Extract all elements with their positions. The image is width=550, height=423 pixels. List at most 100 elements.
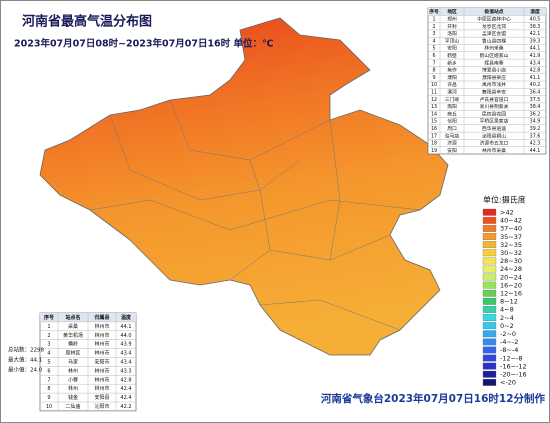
table-cell: 5 xyxy=(432,46,435,52)
table-cell: 8 xyxy=(432,68,435,74)
legend-swatch xyxy=(482,225,497,232)
table-cell: 42.8 xyxy=(530,68,541,74)
table-header: 温度 xyxy=(530,8,540,15)
table-cell: 濮阳县梁庄 xyxy=(482,74,506,81)
legend-label: 32~35 xyxy=(500,241,522,249)
table-cell: 中原区森林中心 xyxy=(477,15,511,22)
table-cell: 42.3 xyxy=(530,141,541,147)
table-cell: 15 xyxy=(431,119,437,125)
legend-swatch xyxy=(482,273,497,281)
table-header: 序号 xyxy=(43,314,54,321)
table-cell: 43.4 xyxy=(120,351,131,357)
table-cell: 39.3 xyxy=(530,38,541,44)
legend-label: 8~12 xyxy=(500,298,518,306)
table-cell: 11 xyxy=(431,89,437,95)
table-cell: 二仙庙 xyxy=(65,403,80,410)
table-cell: 4 xyxy=(432,38,435,44)
table-cell: 40.5 xyxy=(530,16,541,22)
legend-swatch xyxy=(482,330,497,338)
table-cell: 许昌 xyxy=(447,81,457,88)
table-cell: 周口 xyxy=(447,126,457,132)
table-cell: 驻马店 xyxy=(445,132,460,139)
bottom-table: 序号 站点名 归属县 温度1 采桑 林州市 44.12 黄华机场 林州市 44.03 横岭 林州市 43… xyxy=(39,312,137,412)
legend-label: 28~30 xyxy=(500,257,522,265)
table-cell: 林州市 xyxy=(94,341,109,348)
table-cell: 卢氏县官道口 xyxy=(480,96,509,103)
legend-label: <-20 xyxy=(500,379,516,387)
top-table: 序号 地区 极值站点 温度 1 郑州 中原区森林中心 40.5 2 开封 龙亭区北郊 38.3 3 洛阳 孟… xyxy=(427,7,547,155)
legend-label: -16~-12 xyxy=(500,362,527,370)
table-cell: 禹州市浅井 xyxy=(482,81,506,88)
table-header: 极值站点 xyxy=(484,8,503,15)
table-cell: 9 xyxy=(432,75,435,81)
table-cell: 41.1 xyxy=(530,75,541,81)
legend-label: -20~-16 xyxy=(500,371,527,379)
table-cell: 7 xyxy=(432,60,435,66)
table-cell: 9 xyxy=(47,395,50,401)
table-cell: 小寨 xyxy=(68,376,78,383)
table-cell: 舞阳县辛安 xyxy=(482,88,506,95)
legend-swatch xyxy=(482,346,497,354)
table-cell: 安阳县 xyxy=(94,394,109,401)
table-cell: 37.5 xyxy=(530,97,541,103)
table-cell: 林州市 xyxy=(94,350,109,357)
table-cell: 林州采桑 xyxy=(484,45,503,52)
table-cell: 8 xyxy=(47,386,50,392)
table-cell: 13 xyxy=(431,104,437,110)
legend: 单位:摄氏度>4240~4237~4035~3732~3530~3228~302… xyxy=(482,195,527,387)
table-cell: 林州市 xyxy=(94,385,109,392)
legend-swatch xyxy=(482,338,497,346)
subtitle: 2023年07月07日08时~2023年07月07日16时 单位：℃ xyxy=(14,38,273,50)
table-cell: 林州市 xyxy=(94,376,109,383)
table-cell: 济源 xyxy=(447,140,457,147)
table-cell: 鹤山区姬家山 xyxy=(480,52,509,59)
table-cell: 信阳 xyxy=(447,118,457,125)
table-cell: 39.2 xyxy=(530,126,541,132)
legend-label: 12~16 xyxy=(500,290,522,298)
legend-swatch xyxy=(482,241,497,249)
legend-swatch xyxy=(482,362,497,370)
legend-swatch xyxy=(482,265,497,273)
table-cell: 42.8 xyxy=(120,377,131,383)
table-cell: 3 xyxy=(432,31,435,37)
table-header: 归属县 xyxy=(94,314,109,321)
legend-label: 16~20 xyxy=(500,281,522,289)
table-cell: 42.2 xyxy=(120,404,131,410)
table-cell: 平顶山 xyxy=(445,37,460,44)
table-cell: 平桥区吴家店 xyxy=(480,118,509,125)
table-cell: 淅川县荆紫关 xyxy=(480,103,509,110)
legend-swatch xyxy=(482,354,497,362)
legend-label: >42 xyxy=(500,209,514,217)
legend-swatch xyxy=(482,378,497,386)
table-cell: 44.1 xyxy=(530,46,541,52)
table-header: 地区 xyxy=(447,8,457,15)
legend-swatch xyxy=(482,281,497,289)
table-cell: 焦作 xyxy=(447,67,457,74)
table-cell: 泌阳县铜山 xyxy=(482,132,506,139)
table-cell: 10 xyxy=(431,82,437,88)
table-cell: 鲁山县四棵 xyxy=(482,37,506,44)
legend-swatch xyxy=(482,249,497,257)
table-cell: 3 xyxy=(47,342,50,348)
legend-swatch xyxy=(482,257,497,265)
legend-swatch xyxy=(482,208,497,216)
table-cell: 36.4 xyxy=(530,89,541,95)
table-cell: 42.4 xyxy=(120,395,131,401)
table-cell: 郑州 xyxy=(447,15,457,22)
table-cell: 44.1 xyxy=(530,148,541,154)
legend-label: 4~8 xyxy=(500,306,514,314)
table-cell: 济源市五龙口 xyxy=(480,140,509,147)
table-cell: 4 xyxy=(47,351,50,357)
table-cell: 17 xyxy=(431,133,437,139)
table-cell: 7 xyxy=(47,377,50,383)
table-header: 温度 xyxy=(121,314,132,321)
title: 河南省最高气温分布图 xyxy=(22,14,152,30)
table-cell: 辉县南寨 xyxy=(484,59,503,66)
table-cell: 安阳 xyxy=(447,45,457,52)
table-cell: 濮阳 xyxy=(447,74,457,81)
stats: 总站数：2298 最大值：44.1 最小值：24.0 xyxy=(8,346,44,374)
table-cell: 43.4 xyxy=(530,60,541,66)
table-cell: 漯河 xyxy=(447,88,457,95)
table-cell: 西华县逍遥 xyxy=(482,125,506,132)
footer: 河南省气象台2023年07月07日16时12分制作 xyxy=(321,392,546,405)
